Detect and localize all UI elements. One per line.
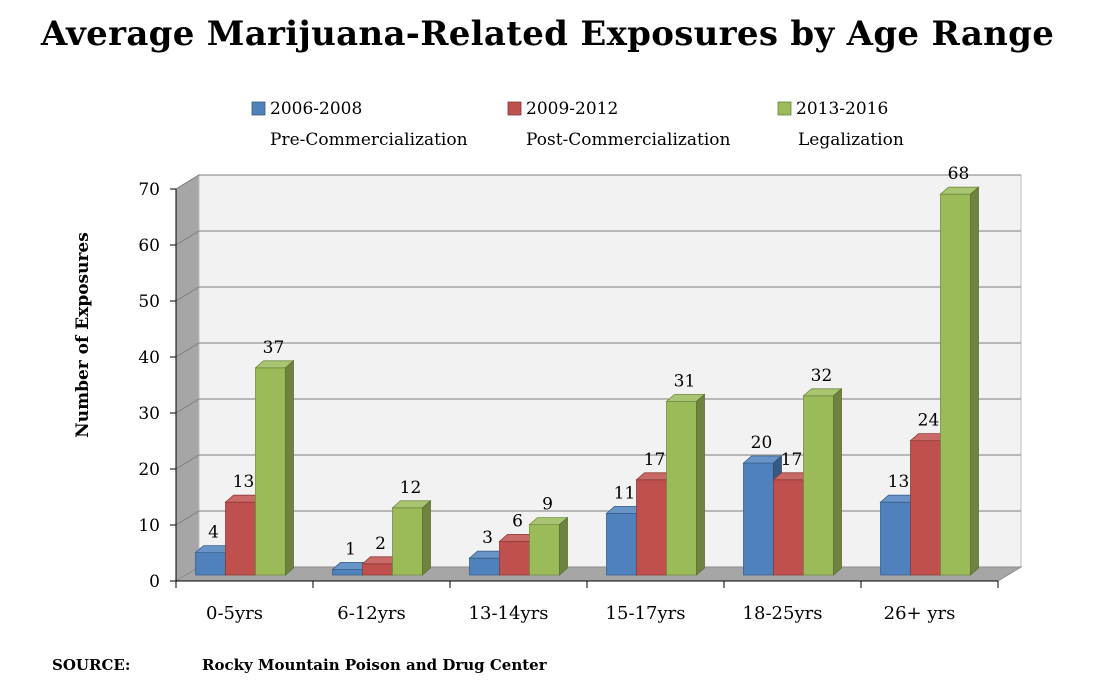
bar-front bbox=[910, 440, 941, 576]
labels: 0 10 20 30 40 50 60 70 Number of Exposures 0-5yrs… bbox=[73, 164, 969, 624]
y-tick-label: 10 bbox=[138, 516, 160, 536]
chart-title: Average Marijuana-Related Exposures by A… bbox=[40, 14, 1055, 54]
bar-front bbox=[362, 563, 393, 576]
x-tick-label: 15-17yrs bbox=[606, 603, 686, 624]
bar bbox=[391, 499, 432, 576]
data-label: 4 bbox=[208, 523, 219, 543]
data-label: 17 bbox=[781, 450, 803, 470]
y-tick-label: 20 bbox=[138, 460, 160, 480]
legend-swatch bbox=[507, 101, 522, 116]
bar-side bbox=[970, 186, 979, 576]
legend-series-subtitle: Legalization bbox=[798, 130, 904, 150]
y-tick-label: 0 bbox=[149, 572, 160, 592]
legend-item: 2009-2012 Post-Commercialization bbox=[507, 99, 731, 150]
bar-front bbox=[803, 395, 834, 576]
bars bbox=[194, 186, 980, 576]
bar-side bbox=[422, 499, 431, 576]
x-tick-label: 13-14yrs bbox=[469, 603, 549, 624]
x-tick-label: 18-25yrs bbox=[743, 603, 823, 624]
gridline bbox=[175, 174, 1021, 190]
bar-front bbox=[225, 501, 256, 576]
bar-side bbox=[285, 359, 294, 576]
bar-front bbox=[195, 552, 226, 576]
data-label: 13 bbox=[888, 472, 910, 492]
data-label: 1 bbox=[345, 539, 356, 559]
legend-series-subtitle: Post-Commercialization bbox=[526, 130, 731, 150]
gridline bbox=[175, 230, 1021, 246]
legend-item: 2006-2008 Pre-Commercialization bbox=[251, 99, 468, 150]
data-label: 11 bbox=[614, 483, 636, 503]
data-label: 17 bbox=[644, 450, 666, 470]
legend-swatch bbox=[777, 101, 792, 116]
data-label: 68 bbox=[948, 164, 970, 184]
data-label: 2 bbox=[375, 534, 386, 554]
gridline bbox=[175, 342, 1021, 358]
bar-front bbox=[499, 541, 530, 576]
bar-front bbox=[743, 462, 774, 576]
bar-side bbox=[696, 393, 705, 576]
bar bbox=[254, 359, 295, 576]
y-tick-label: 70 bbox=[138, 180, 160, 200]
legend-swatch bbox=[251, 101, 266, 116]
bar-front bbox=[880, 501, 911, 576]
data-label: 37 bbox=[263, 338, 285, 358]
bar-front bbox=[606, 513, 637, 576]
bar-front bbox=[332, 569, 363, 576]
bar-front bbox=[469, 557, 500, 576]
legend-series-name: 2009-2012 bbox=[526, 99, 618, 119]
legend-series-name: 2013-2016 bbox=[796, 99, 888, 119]
data-label: 12 bbox=[400, 478, 422, 498]
y-tick-label: 60 bbox=[138, 236, 160, 256]
axes bbox=[170, 188, 999, 588]
legend-series-name: 2006-2008 bbox=[270, 99, 362, 119]
source-note: SOURCE: Rocky Mountain Poison and Drug Ce… bbox=[52, 656, 547, 674]
legend: 2006-2008 Pre-Commercialization 2009-2012 P… bbox=[251, 99, 904, 150]
bar-side bbox=[559, 516, 568, 576]
data-label: 20 bbox=[751, 433, 773, 453]
y-tick-label: 30 bbox=[138, 404, 160, 424]
y-tick-label: 40 bbox=[138, 348, 160, 368]
x-tick-label: 0-5yrs bbox=[206, 603, 263, 624]
bar bbox=[802, 387, 843, 576]
bar-front bbox=[940, 193, 971, 576]
source-label: SOURCE: bbox=[52, 656, 131, 674]
bar bbox=[665, 393, 706, 576]
data-label: 24 bbox=[918, 411, 940, 431]
bar-front bbox=[666, 400, 697, 576]
data-label: 9 bbox=[542, 495, 553, 515]
data-label: 31 bbox=[674, 371, 696, 391]
x-tick-label: 26+ yrs bbox=[884, 603, 956, 624]
bar-front bbox=[636, 479, 667, 576]
bar-side bbox=[833, 387, 842, 576]
bar bbox=[528, 516, 569, 576]
data-label: 32 bbox=[811, 366, 833, 386]
bar-front bbox=[255, 367, 286, 576]
legend-item: 2013-2016 Legalization bbox=[777, 99, 904, 150]
bar-front bbox=[529, 524, 560, 576]
source-text: Rocky Mountain Poison and Drug Center bbox=[202, 656, 547, 674]
gridline bbox=[175, 454, 1021, 470]
bar-front bbox=[392, 507, 423, 576]
gridline bbox=[175, 398, 1021, 414]
bar bbox=[939, 186, 980, 576]
legend-series-subtitle: Pre-Commercialization bbox=[270, 130, 468, 150]
gridline bbox=[175, 286, 1021, 302]
data-label: 13 bbox=[233, 472, 255, 492]
y-axis-title: Number of Exposures bbox=[73, 232, 93, 438]
side-wall bbox=[175, 174, 200, 582]
data-label: 3 bbox=[482, 528, 493, 548]
bar-front bbox=[773, 479, 804, 576]
data-label: 6 bbox=[512, 511, 523, 531]
y-tick-label: 50 bbox=[138, 292, 160, 312]
x-tick-label: 6-12yrs bbox=[337, 603, 405, 624]
